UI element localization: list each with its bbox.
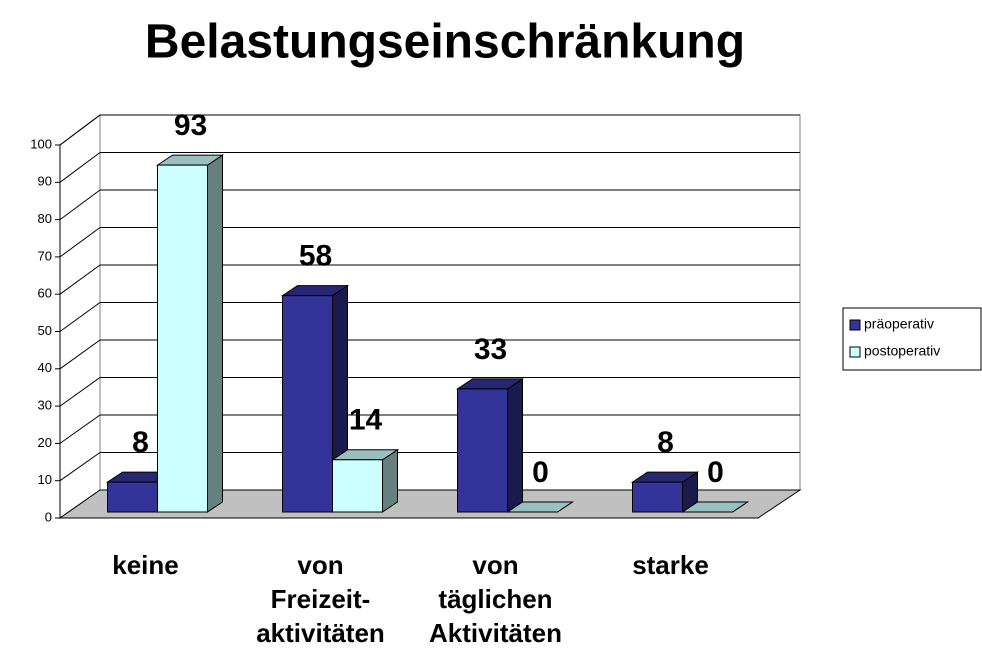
bar-top <box>505 501 575 513</box>
y-tick-label: 0 <box>45 509 52 524</box>
bar-top <box>680 501 750 513</box>
x-tick-label: keine <box>112 550 179 580</box>
bar <box>457 388 508 513</box>
y-tick-label: 10 <box>38 472 52 487</box>
value-label: 0 <box>707 456 724 489</box>
grid-line <box>59 264 101 295</box>
y-tick-label: 70 <box>38 248 52 263</box>
grid-line <box>59 114 101 146</box>
bar <box>157 164 208 513</box>
grid-line <box>59 339 101 370</box>
y-tick-label: 90 <box>38 174 52 189</box>
value-label: 8 <box>132 426 149 459</box>
bar-side <box>382 448 398 513</box>
chart-title: Belastungseinschränkung <box>145 16 745 69</box>
legend-label: präoperativ <box>864 316 934 332</box>
grid-line <box>59 302 101 332</box>
bar <box>107 481 158 513</box>
legend-swatch <box>849 319 861 331</box>
value-label: 0 <box>532 456 549 489</box>
value-label: 58 <box>299 240 332 273</box>
y-tick-label: 30 <box>38 398 52 413</box>
y-tick-label: 100 <box>30 136 52 151</box>
bar-side <box>207 154 223 513</box>
bar <box>282 295 333 513</box>
y-tick-label: 20 <box>38 435 52 450</box>
x-tick-label: von Freizeit- aktivitäten <box>256 550 385 648</box>
bar <box>332 459 383 513</box>
grid-line <box>59 189 101 221</box>
x-tick-label: von täglichen Aktivitäten <box>429 550 562 648</box>
grid-line <box>59 414 101 444</box>
grid-line <box>59 377 101 407</box>
y-tick-label: 40 <box>38 360 52 375</box>
y-tick-label: 50 <box>38 323 52 338</box>
y-tick-label: 80 <box>38 211 52 226</box>
value-label: 14 <box>349 404 383 437</box>
bar-side <box>507 377 523 513</box>
value-label: 8 <box>657 426 674 459</box>
grid-line <box>59 227 101 258</box>
legend-label: postoperativ <box>864 343 940 359</box>
x-tick-label: starke <box>632 550 709 580</box>
value-label: 33 <box>474 333 507 366</box>
legend <box>842 307 982 371</box>
grid-line <box>59 152 101 183</box>
value-label: 93 <box>174 109 207 142</box>
grid-line <box>59 452 101 482</box>
legend-swatch <box>849 346 861 358</box>
floor <box>58 489 802 519</box>
y-tick-label: 60 <box>38 286 52 301</box>
bar <box>632 481 683 513</box>
